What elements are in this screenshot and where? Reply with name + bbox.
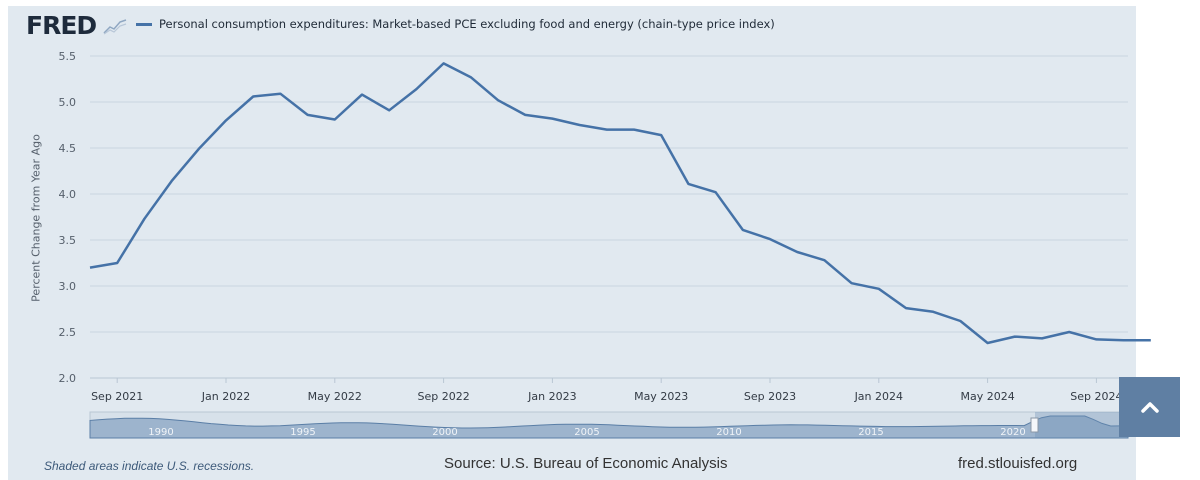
data-point[interactable] [658,132,664,138]
x-tick-label: Sep 2024 [1070,390,1122,403]
data-point[interactable] [359,92,365,98]
x-tick-label: Sep 2022 [417,390,469,403]
navigator-year-label: 1995 [290,427,315,438]
y-tick-label: 5.5 [59,50,77,63]
navigator-year-label: 2005 [574,427,599,438]
data-point[interactable] [1148,337,1154,343]
data-point[interactable] [114,260,120,266]
y-tick-label: 3.0 [59,280,77,293]
data-point[interactable] [577,122,583,128]
legend[interactable]: Personal consumption expenditures: Marke… [136,17,775,31]
legend-swatch [136,22,152,26]
legend-label: Personal consumption expenditures: Marke… [159,17,775,31]
navigator-year-label: 2000 [432,427,457,438]
x-tick-label: Jan 2024 [854,390,903,403]
x-tick-label: May 2023 [634,390,688,403]
data-point[interactable] [495,97,501,103]
series-line[interactable] [89,62,1151,345]
data-point[interactable] [957,318,963,324]
x-tick-label: May 2024 [960,390,1014,403]
data-point[interactable] [250,93,256,99]
navigator-year-label: 2020 [1000,427,1025,438]
navigator-year-label: 1990 [148,427,173,438]
x-tick-label: Sep 2021 [91,390,143,403]
source-text: Source: U.S. Bureau of Economic Analysis [444,455,728,472]
data-point[interactable] [196,146,202,152]
data-point[interactable] [604,127,610,133]
data-point[interactable] [740,227,746,233]
recession-note: Shaded areas indicate U.S. recessions. [44,459,255,473]
data-point[interactable] [794,249,800,255]
y-tick-label: 5.0 [59,96,77,109]
data-point[interactable] [223,117,229,123]
data-point[interactable] [1093,336,1099,342]
data-point[interactable] [277,91,283,97]
chart-container [8,6,1136,480]
scroll-to-top-button[interactable] [1119,377,1180,437]
y-tick-label: 3.5 [59,234,77,247]
navigator-selection[interactable] [1035,412,1128,438]
data-point[interactable] [1121,337,1127,343]
data-point[interactable] [441,60,447,66]
data-point[interactable] [386,107,392,113]
y-tick-label: 2.0 [59,372,77,385]
data-point[interactable] [305,112,311,118]
data-point[interactable] [1039,335,1045,341]
x-tick-label: Jan 2022 [201,390,250,403]
line-graph-icon [103,19,127,35]
data-point[interactable] [849,280,855,286]
x-tick-label: Sep 2023 [744,390,796,403]
data-point[interactable] [713,189,719,195]
y-tick-label: 4.0 [59,188,77,201]
data-point[interactable] [685,181,691,187]
data-point[interactable] [631,127,637,133]
data-point[interactable] [522,112,528,118]
data-point[interactable] [767,236,773,242]
x-tick-label: Jan 2023 [527,390,576,403]
navigator-handle-left[interactable] [1030,417,1039,433]
data-point[interactable] [903,305,909,311]
navigator-year-label: 2010 [716,427,741,438]
site-url[interactable]: fred.stlouisfed.org [958,455,1078,472]
data-point[interactable] [1012,334,1018,340]
data-point[interactable] [141,216,147,222]
data-point[interactable] [930,309,936,315]
navigator-area [89,415,1129,439]
data-point[interactable] [1066,329,1072,335]
x-tick-label: May 2022 [308,390,362,403]
data-point[interactable] [87,265,93,271]
data-point[interactable] [985,340,991,346]
data-point[interactable] [549,116,555,122]
y-tick-label: 4.5 [59,142,77,155]
y-tick-label: 2.5 [59,326,77,339]
data-point[interactable] [821,257,827,263]
data-point[interactable] [468,74,474,80]
data-point[interactable] [413,86,419,92]
data-point[interactable] [169,178,175,184]
fred-logo[interactable]: FRED [26,11,97,40]
chevron-up-icon [1140,402,1159,413]
navigator-year-label: 2015 [858,427,883,438]
data-point[interactable] [332,116,338,122]
data-point[interactable] [876,286,882,292]
